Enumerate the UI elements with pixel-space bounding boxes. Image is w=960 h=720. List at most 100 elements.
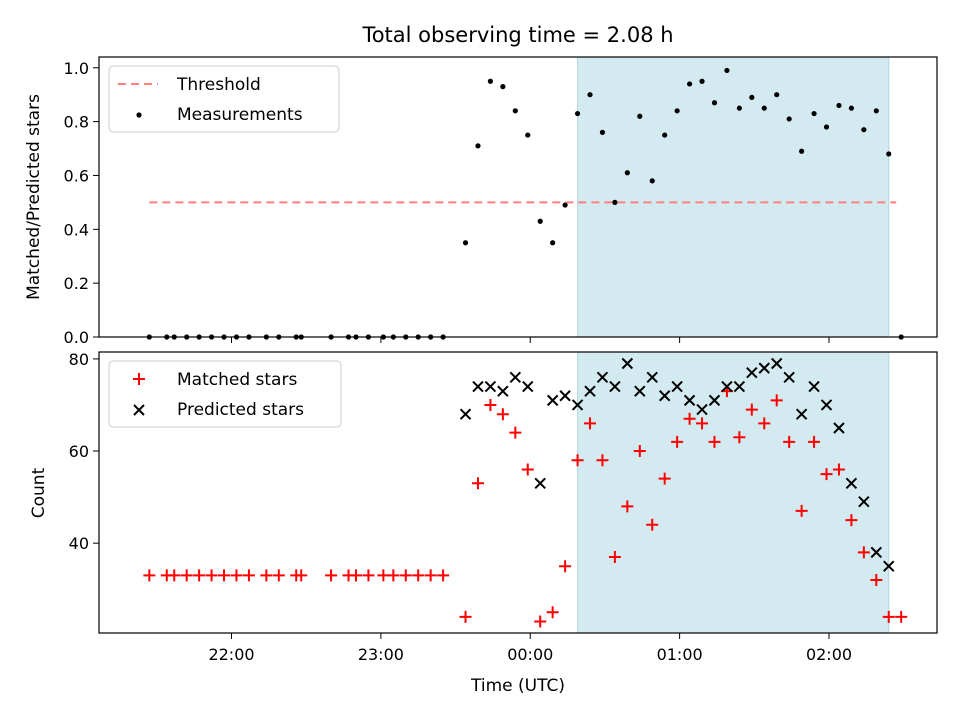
measurement-point xyxy=(612,199,618,205)
matched-star-point xyxy=(857,546,870,559)
predicted-star-point xyxy=(621,357,634,370)
threshold-legend-label: Threshold xyxy=(176,75,261,95)
predicted-star-point xyxy=(683,394,696,407)
matched-star-point xyxy=(362,569,375,582)
predicted-star-point xyxy=(883,560,895,572)
matched-star-point xyxy=(387,569,400,582)
measurement-point xyxy=(649,178,655,184)
y-tick-label: 0.8 xyxy=(64,113,89,132)
predicted-star-point xyxy=(746,367,758,379)
predicted-star-point xyxy=(708,394,721,407)
measurement-point xyxy=(624,170,630,176)
measurement-point xyxy=(699,78,705,84)
y-tick-label: 0.2 xyxy=(64,274,89,293)
measurements-legend-label: Measurements xyxy=(177,105,303,125)
matched-star-point xyxy=(708,435,721,448)
matched-star-point xyxy=(205,569,218,582)
predicted-star-point xyxy=(820,399,833,411)
matched-star-point xyxy=(895,610,908,623)
top-x-ticks xyxy=(230,337,830,343)
top-legend-box xyxy=(108,65,340,133)
matched-star-point xyxy=(808,435,821,448)
matched-star-point xyxy=(608,550,621,563)
chart-title: Total observing time = 2.08 h xyxy=(361,23,673,47)
matched-star-point xyxy=(496,408,509,421)
bottom-axes-frame xyxy=(98,351,938,634)
matched-star-point xyxy=(242,569,255,582)
measurement-point xyxy=(662,132,668,138)
predicted-star-point xyxy=(509,371,522,384)
measurement-point xyxy=(525,132,531,138)
measurement-point xyxy=(500,84,506,90)
predicted-star-point xyxy=(733,380,746,393)
measurement-point xyxy=(686,81,693,87)
matched-star-point xyxy=(596,454,609,467)
measurement-point xyxy=(487,78,494,84)
x-tick-label: 02:00 xyxy=(806,645,852,664)
matched-star-point xyxy=(820,468,833,481)
predicted-star-point xyxy=(808,380,820,393)
measurement-point xyxy=(774,92,780,98)
matched-star-point xyxy=(658,472,671,485)
predicted-star-point xyxy=(571,399,584,411)
matched-star-point xyxy=(218,569,231,582)
predicted-star-point xyxy=(870,546,883,559)
x-tick-label: 22:00 xyxy=(208,645,254,664)
x-tick-label: 23:00 xyxy=(358,645,404,664)
predicted-star-point xyxy=(671,380,683,393)
measurement-point xyxy=(637,113,643,119)
bottom-x-ticks: 22:00 23:00 00:00 01:00 02:00 xyxy=(208,633,852,664)
measurements-legend-marker xyxy=(136,112,142,118)
measurement-point xyxy=(786,116,792,122)
measurement-point xyxy=(724,67,730,74)
predicted-star-point xyxy=(497,385,509,397)
predicted-star-point xyxy=(534,477,546,489)
measurement-point xyxy=(848,105,855,111)
matched-star-point xyxy=(696,417,709,430)
y-tick-label: 60 xyxy=(69,442,89,461)
matched-star-point xyxy=(459,610,472,623)
bottom-panel: 40 60 80 22:00 23:00 00:00 01:00 02:00 Count T… xyxy=(29,350,938,696)
matched-star-point xyxy=(621,500,634,513)
matched-star-point xyxy=(633,445,646,458)
y-tick-label: 0.6 xyxy=(64,166,89,185)
measurement-point xyxy=(811,110,817,117)
bottom-y-ticks: 40 60 80 xyxy=(69,350,99,553)
matched-star-point xyxy=(424,569,437,582)
measurement-point xyxy=(749,94,755,100)
y-tick-label: 40 xyxy=(69,534,89,553)
predicted-star-point xyxy=(721,380,733,393)
matched-star-point xyxy=(193,569,206,582)
matched-star-point xyxy=(399,569,412,582)
measurement-point xyxy=(587,92,593,98)
x-axis-label: Time (UTC) xyxy=(470,676,565,696)
predicted-star-point xyxy=(634,385,646,397)
predicted-star-point xyxy=(484,380,497,393)
matched-star-point xyxy=(571,454,584,467)
measurement-point xyxy=(836,102,842,109)
matched-star-point xyxy=(733,431,746,444)
predicted-star-point xyxy=(845,477,858,489)
predicted-star-point xyxy=(584,385,596,397)
matched-stars-series xyxy=(143,385,908,628)
predicted-star-point xyxy=(646,371,658,384)
predicted-star-point xyxy=(771,357,783,370)
matched-star-point xyxy=(646,518,659,531)
x-tick-label: 01:00 xyxy=(657,645,703,664)
observing-window-shade-top xyxy=(577,56,890,338)
matched-star-point xyxy=(870,574,883,587)
matched-star-point xyxy=(180,569,193,582)
bottom-legend-box xyxy=(108,360,342,428)
measurement-point xyxy=(711,100,718,106)
x-tick-label: 00:00 xyxy=(507,645,553,664)
matched-star-point xyxy=(325,569,338,582)
matched-star-point xyxy=(143,569,156,582)
matched-star-point xyxy=(770,394,783,407)
matched-star-point xyxy=(683,412,696,425)
predicted-star-point xyxy=(522,380,534,393)
measurement-point xyxy=(761,105,767,111)
observing-window-shade-bottom xyxy=(577,351,890,634)
predicted-star-point xyxy=(696,403,708,416)
measurement-point xyxy=(674,108,680,114)
matched-star-point xyxy=(509,426,522,439)
